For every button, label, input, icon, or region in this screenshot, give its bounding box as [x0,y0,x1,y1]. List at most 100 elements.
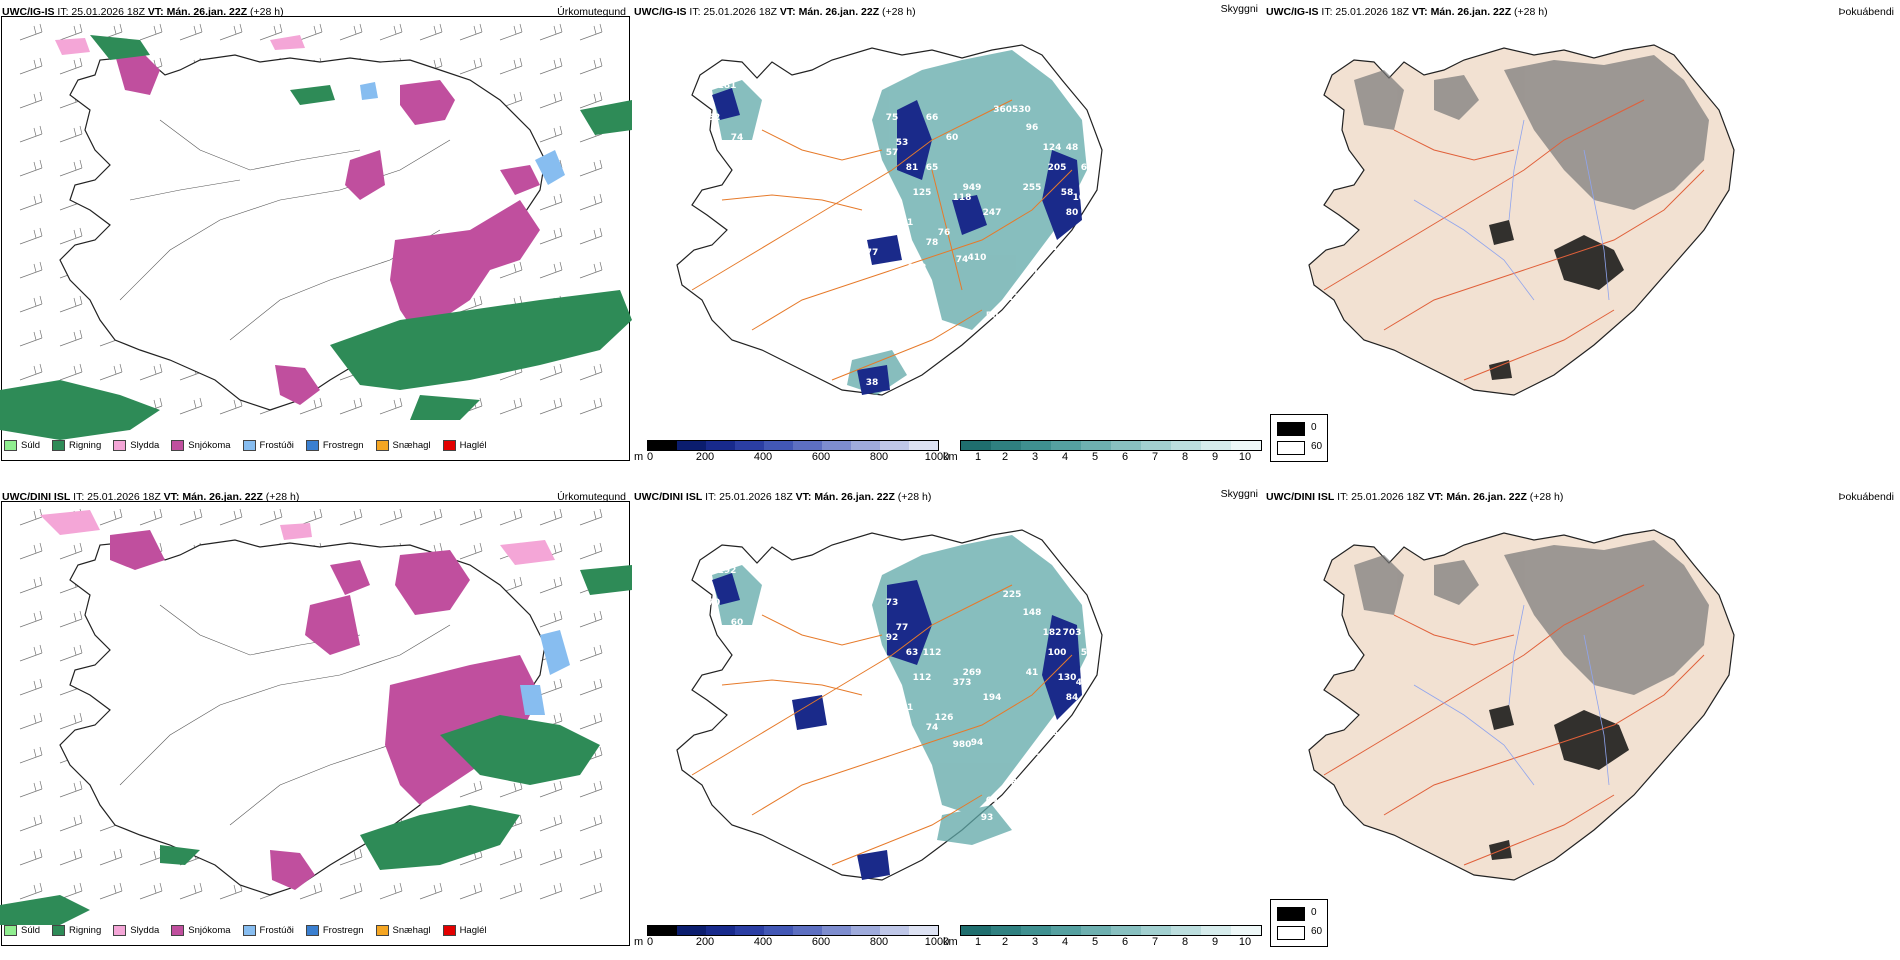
wind-barb [579,712,603,730]
wind-barb [99,848,123,866]
legend-swatch [305,440,319,451]
visibility-value-label: 410 [968,253,987,263]
wind-barb [579,363,603,381]
rain-areas [0,35,632,440]
precip-type-panel: UWC/IG-IS IT: 25.01.2026 18Z VT: Mán. 26… [0,0,632,475]
rivers [1413,119,1610,301]
wind-barb [339,23,363,41]
legend-item-haglel: Haglél [442,440,487,451]
wind-barb [19,57,43,75]
visibility-value-label: 360530 [993,105,1031,115]
wind-barb [59,295,83,313]
fog-legend-dark [1277,422,1305,436]
colorbar-segment [880,926,909,935]
colorbar-tick-label: 400 [753,936,773,948]
legend-swatch [442,925,456,936]
colorbar-tick-label: 4 [1061,936,1069,948]
colorbar-segment [961,926,991,935]
valid-time: VT: Mán. 26.jan. 22Z [779,6,880,18]
wind-barb [99,882,123,900]
legend-label: Súld [21,925,41,936]
visibility-value-label: 118 [953,193,972,203]
valid-time: VT: Mán. 26.jan. 22Z [795,491,895,503]
visibility-value-label: 83 [1011,778,1024,788]
wind-barb [179,882,203,900]
legend-label: Rigning [69,440,102,451]
visibility-value-label: 52 [1081,233,1094,243]
fog-legend-top-value: 0 [1311,907,1317,918]
wind-barb [19,227,43,245]
colorbar-segment [735,926,764,935]
colorbar-tick-label: 600 [811,451,831,463]
fog-shading [1354,55,1709,210]
wind-barb [179,397,203,415]
fog-legend-bottom-value: 60 [1311,441,1323,452]
wind-barb [539,848,563,866]
visibility-value-label: 56 [1081,648,1094,658]
legend-swatch [171,925,185,936]
wind-barb [339,848,363,866]
wind-barb [19,712,43,730]
wind-barb [579,780,603,798]
wind-barb [139,23,163,41]
panel-title: Þokuábendi [1838,6,1894,18]
visibility-value-label: 247 [983,208,1002,218]
legend-label: Súld [21,440,41,451]
visibility-value-label: 38 [866,378,879,388]
wind-barb [579,227,603,245]
legend-item-snaehagl: Snæhagl [375,440,431,451]
model-name: UWC/DINI ISL [2,491,71,503]
visibility-value-label: 74 [926,723,939,733]
visibility-value-label: 86 [761,91,774,101]
colorbar-segment [909,441,938,450]
wind-barb [379,23,403,41]
wind-barb [539,780,563,798]
colorbar-tick-label: 3 [1031,936,1039,948]
legend-item-haglel: Haglél [442,925,487,936]
precip-map [0,23,632,440]
visibility-value-label: 81 [761,576,774,586]
wind-barb [59,644,83,662]
road-network [691,584,1073,866]
wind-barb [59,542,83,560]
road-network [691,99,1073,381]
visibility-value-label: 442 [863,733,882,743]
colorbar-tick-label: 1000 [924,936,950,948]
wind-barb [19,295,43,313]
wind-barb [539,23,563,41]
wind-barb [179,23,203,41]
wind-barb [19,780,43,798]
colorbar-segment [677,926,706,935]
wind-barb [19,363,43,381]
colorbar-tick-label: 7 [1151,936,1159,948]
panel-header: UWC/DINI ISL IT: 25.01.2026 18Z VT: Mán.… [1266,491,1563,503]
wind-barb [19,576,43,594]
legend-swatch [52,925,66,936]
visibility-value-label: 192 [718,566,737,576]
legend-swatch [52,440,66,451]
wind-barb [539,814,563,832]
wind-barb [19,882,43,900]
legend-item-frostregn: Frostregn [305,440,364,451]
colorbar-tick-label: 400 [753,451,773,463]
panel-header: UWC/DINI ISL IT: 25.01.2026 18Z VT: Mán.… [634,491,931,503]
visibility-value-label: 61 [901,703,914,713]
wind-barb [579,193,603,211]
legend-label: Haglél [459,440,487,451]
wind-barb [579,159,603,177]
wind-barb [19,746,43,764]
panel-title: Skyggni [1220,488,1258,500]
panel-header: UWC/IG-IS IT: 25.01.2026 18Z VT: Mán. 26… [1266,6,1548,18]
colorbar-tick-label: 8 [1181,936,1189,948]
visibility-value-label: 76 [938,228,951,238]
model-name: UWC/DINI ISL [634,491,703,503]
wind-barb [299,23,323,41]
visibility-value-label: 53 [981,328,994,338]
colorbar-tick-label: 600 [811,936,831,948]
wind-barb [339,397,363,415]
visibility-panel: 192 81 70 60 73 77 63 92 112 112 61 74 442 73 980 94 126… [632,485,1264,960]
visibility-value-label: 112 [913,673,932,683]
init-time: IT: 25.01.2026 18Z [1337,491,1425,503]
wind-barb [539,363,563,381]
visibility-value-label: 100 [1048,648,1067,658]
